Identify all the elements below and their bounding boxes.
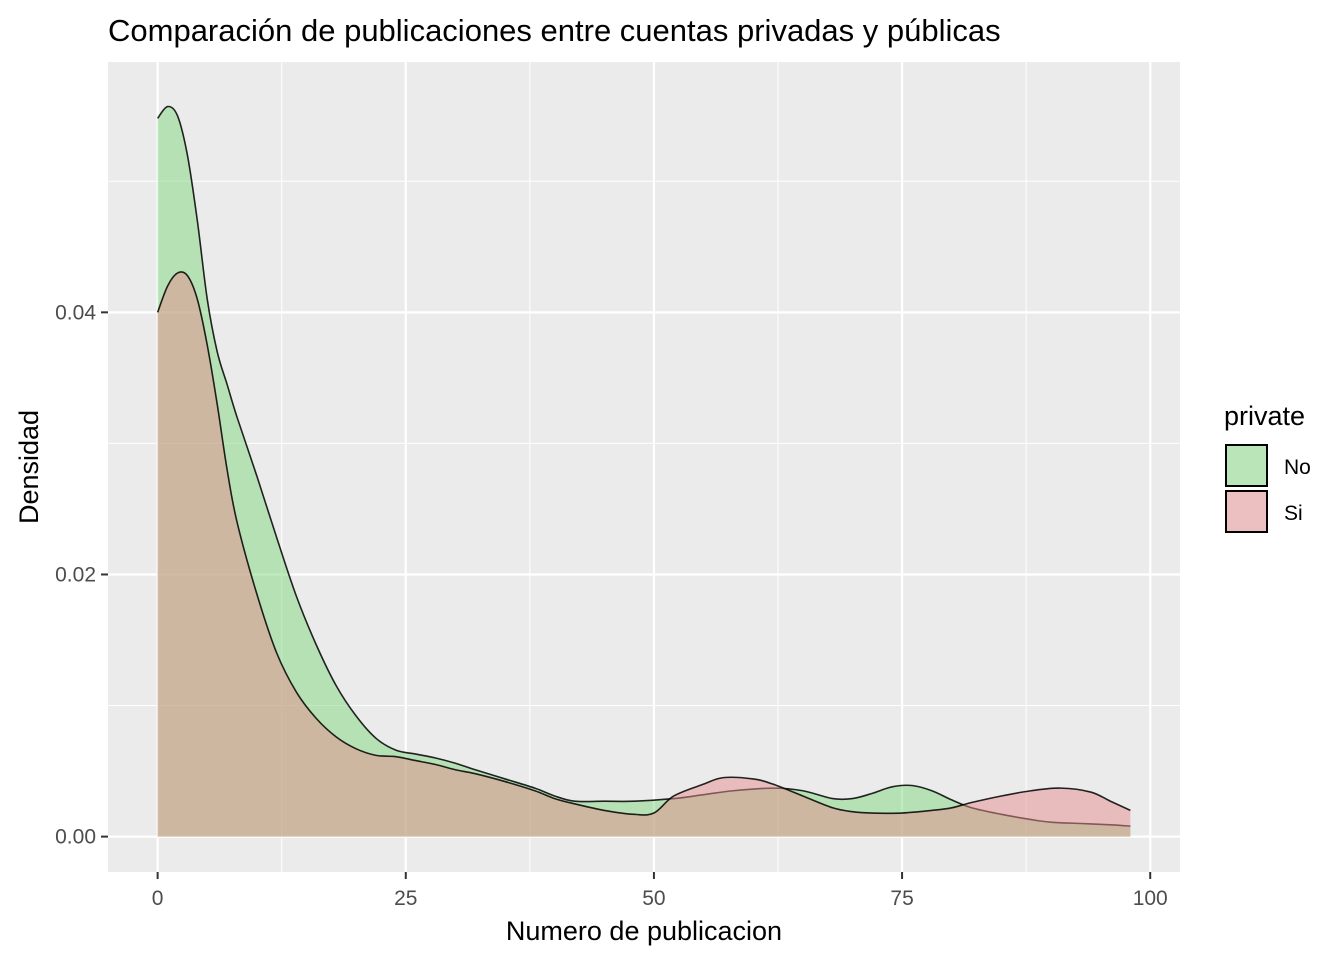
chart-title: Comparación de publicaciones entre cuent… (108, 13, 1001, 48)
x-tick-label: 100 (1133, 887, 1168, 910)
y-tick-label: 0.02 (55, 563, 96, 586)
x-tick-label: 0 (152, 887, 164, 910)
density-areas (156, 105, 1131, 837)
density-line-no (156, 105, 1131, 827)
y-axis-ticks: 0.00 0.02 0.04 (55, 301, 108, 849)
legend-swatch-no (1225, 444, 1268, 487)
legend: private No Si (1224, 401, 1311, 533)
major-gridlines (108, 62, 1180, 872)
legend-label-si: Si (1284, 502, 1303, 525)
legend-swatch-si (1225, 490, 1268, 533)
x-axis-title: Numero de publicacion (506, 916, 782, 946)
x-tick-label: 25 (394, 887, 417, 910)
legend-label-no: No (1284, 456, 1311, 479)
legend-title: private (1224, 401, 1305, 431)
minor-gridlines (108, 62, 1180, 872)
x-axis-ticks: 0 25 50 75 100 (152, 872, 1168, 910)
density-area-si (157, 271, 1131, 837)
y-tick-label: 0.04 (55, 301, 96, 324)
y-axis-title: Densidad (14, 410, 44, 524)
y-tick-label: 0.00 (55, 826, 96, 849)
density-line-si (156, 271, 1131, 816)
x-tick-label: 75 (890, 887, 913, 910)
x-tick-label: 50 (642, 887, 665, 910)
